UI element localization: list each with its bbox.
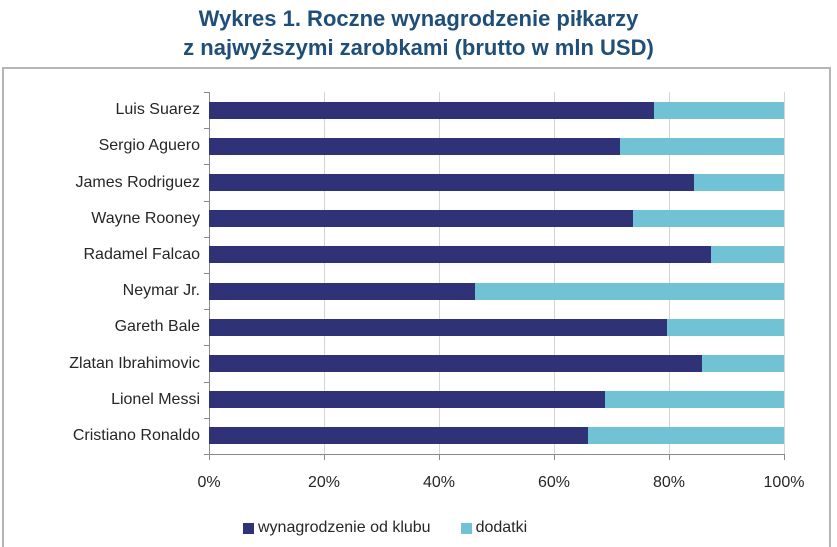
bar-segment-club-salary (209, 102, 655, 119)
y-tick (204, 164, 209, 165)
legend-swatch-club-salary (243, 522, 254, 534)
gridline (669, 92, 670, 454)
gridline (439, 92, 440, 454)
category-label: Cristiano Ronaldo (72, 427, 200, 444)
y-tick (204, 418, 209, 419)
y-tick (204, 92, 209, 93)
y-axis (209, 92, 210, 454)
y-tick (204, 345, 209, 346)
y-tick (204, 201, 209, 202)
bar-segment-extras (587, 427, 784, 444)
bar-segment-extras (605, 391, 784, 408)
y-tick (204, 309, 209, 310)
legend: wynagrodzenie od klubu dodatki (243, 519, 557, 537)
x-tick-label: 0% (197, 474, 221, 491)
bar-segment-extras (693, 174, 784, 191)
category-label: Wayne Rooney (91, 210, 200, 227)
bar-segment-extras (710, 246, 784, 263)
category-label: Neymar Jr. (122, 282, 200, 299)
plot-area (204, 92, 785, 460)
bar-segment-extras (620, 138, 784, 155)
gridline (324, 92, 325, 454)
bar-segment-club-salary (209, 138, 621, 155)
x-tick-label: 20% (307, 474, 341, 491)
legend-label-club-salary: wynagrodzenie od klubu (258, 519, 431, 536)
legend-swatch-extras (460, 522, 472, 534)
chart-title-line-1: Wykres 1. Roczne wynagrodzenie piłkarzy (198, 6, 639, 31)
legend-label-extras: dodatki (475, 519, 528, 536)
bar-row (209, 138, 784, 155)
bar-row (209, 319, 784, 336)
x-axis (209, 454, 784, 455)
bar-segment-extras (654, 102, 784, 119)
category-label: Lionel Messi (111, 391, 200, 408)
bar-segment-club-salary (209, 427, 588, 444)
bar-segment-club-salary (209, 319, 668, 336)
bar-row (209, 174, 784, 191)
x-tick (554, 454, 555, 460)
bar-row (209, 102, 784, 119)
bar-segment-club-salary (209, 246, 711, 263)
y-tick (204, 128, 209, 129)
gridline (554, 92, 555, 454)
bar-row (209, 427, 784, 444)
bar-row (209, 283, 784, 300)
bar-segment-extras (667, 319, 784, 336)
category-label: James Rodriguez (75, 174, 201, 191)
x-tick (784, 454, 785, 460)
bar-row (209, 210, 784, 227)
chart-title: Wykres 1. Roczne wynagrodzenie piłkarzy … (0, 4, 837, 62)
legend-item-extras: dodatki (460, 519, 528, 537)
x-tick (669, 454, 670, 460)
category-label: Radamel Falcao (83, 246, 201, 263)
category-label: Gareth Bale (114, 318, 200, 335)
bar-segment-club-salary (209, 391, 606, 408)
x-tick (209, 454, 210, 460)
bar-segment-club-salary (209, 283, 476, 300)
bar-row (209, 391, 784, 408)
bar-segment-extras (475, 283, 784, 300)
bar-segment-club-salary (209, 355, 702, 372)
bar-segment-extras (701, 355, 784, 372)
x-tick (324, 454, 325, 460)
y-tick (204, 382, 209, 383)
x-tick-label: 60% (537, 474, 571, 491)
x-tick-label: 100% (763, 474, 805, 491)
x-tick (439, 454, 440, 460)
category-label: Sergio Aguero (98, 137, 200, 154)
category-label: Luis Suarez (115, 101, 201, 118)
bar-row (209, 246, 784, 263)
bar-row (209, 355, 784, 372)
y-tick (204, 237, 209, 238)
x-tick-label: 40% (422, 474, 456, 491)
gridline (784, 92, 785, 454)
chart-title-line-2: z najwyższymi zarobkami (brutto w mln US… (183, 35, 654, 60)
category-label: Zlatan Ibrahimovic (69, 355, 200, 372)
bar-segment-club-salary (209, 174, 694, 191)
legend-item-club-salary: wynagrodzenie od klubu (243, 519, 431, 537)
bar-segment-club-salary (209, 210, 633, 227)
y-tick (204, 273, 209, 274)
bar-segment-extras (632, 210, 784, 227)
y-tick (204, 454, 209, 455)
x-tick-label: 80% (652, 474, 686, 491)
